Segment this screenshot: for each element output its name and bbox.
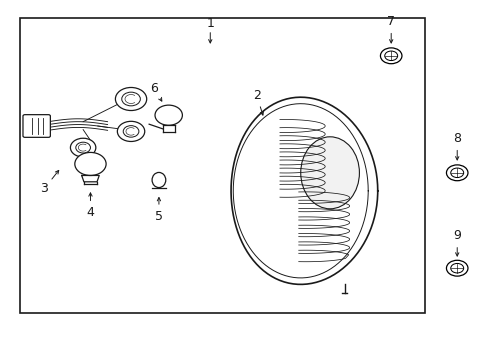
Circle shape: [76, 142, 90, 153]
Text: 9: 9: [452, 229, 460, 242]
Text: 5: 5: [155, 210, 163, 222]
Text: 8: 8: [452, 132, 460, 145]
Ellipse shape: [300, 137, 359, 209]
Text: 4: 4: [86, 206, 94, 219]
Circle shape: [75, 152, 106, 175]
Circle shape: [155, 105, 182, 125]
Circle shape: [122, 92, 140, 106]
Circle shape: [446, 260, 467, 276]
Text: 2: 2: [252, 89, 260, 102]
Circle shape: [446, 165, 467, 181]
Circle shape: [123, 126, 139, 137]
Bar: [20, 18, 425, 313]
Text: 1: 1: [206, 17, 214, 30]
Circle shape: [117, 121, 144, 141]
Circle shape: [384, 51, 397, 60]
Ellipse shape: [152, 172, 165, 188]
Circle shape: [115, 87, 146, 111]
Text: 6: 6: [150, 82, 158, 95]
Circle shape: [380, 48, 401, 64]
FancyBboxPatch shape: [23, 114, 50, 137]
Text: 7: 7: [386, 15, 394, 28]
Circle shape: [450, 168, 463, 177]
Circle shape: [450, 264, 463, 273]
Circle shape: [70, 138, 96, 157]
Text: 3: 3: [40, 183, 48, 195]
